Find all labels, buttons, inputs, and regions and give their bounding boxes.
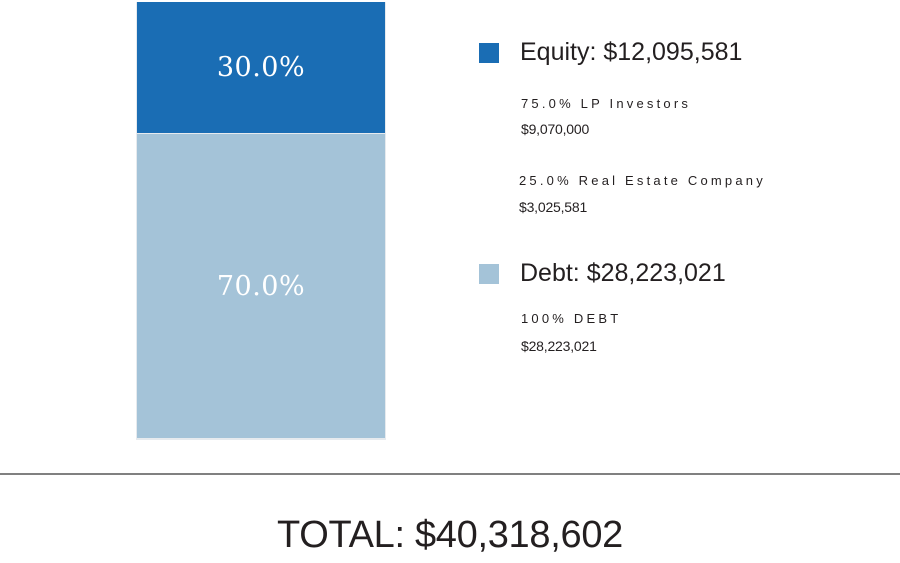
legend-label-equity: Equity: $12,095,581: [520, 38, 743, 66]
legend-item-equity: Equity: $12,095,581: [479, 38, 742, 67]
total-label: TOTAL: $40,318,602: [277, 514, 623, 556]
data-label-debt: 70.0%: [216, 270, 306, 302]
equity-lp-value: $9,070,000: [521, 121, 590, 137]
capital-stack-bar: 30.0% 70.0%: [136, 2, 386, 440]
equity-lp-label: 75.0% LP Investors: [521, 96, 692, 111]
legend-item-debt: Debt: $28,223,021: [479, 259, 726, 288]
legend-label-debt: Debt: $28,223,021: [520, 259, 726, 287]
debt-label: 100% DEBT: [521, 311, 622, 326]
legend-swatch-debt: [479, 263, 499, 284]
bar-segment-equity: 30.0%: [137, 2, 385, 133]
data-label-equity: 30.0%: [216, 52, 306, 83]
debt-value: $28,223,021: [521, 338, 597, 354]
divider-line: [0, 473, 900, 475]
equity-company-value: $3,025,581: [519, 199, 588, 215]
legend-swatch-equity: [479, 42, 499, 63]
equity-company-label: 25.0% Real Estate Company: [519, 173, 766, 188]
bar-segment-debt: 70.0%: [137, 134, 385, 438]
